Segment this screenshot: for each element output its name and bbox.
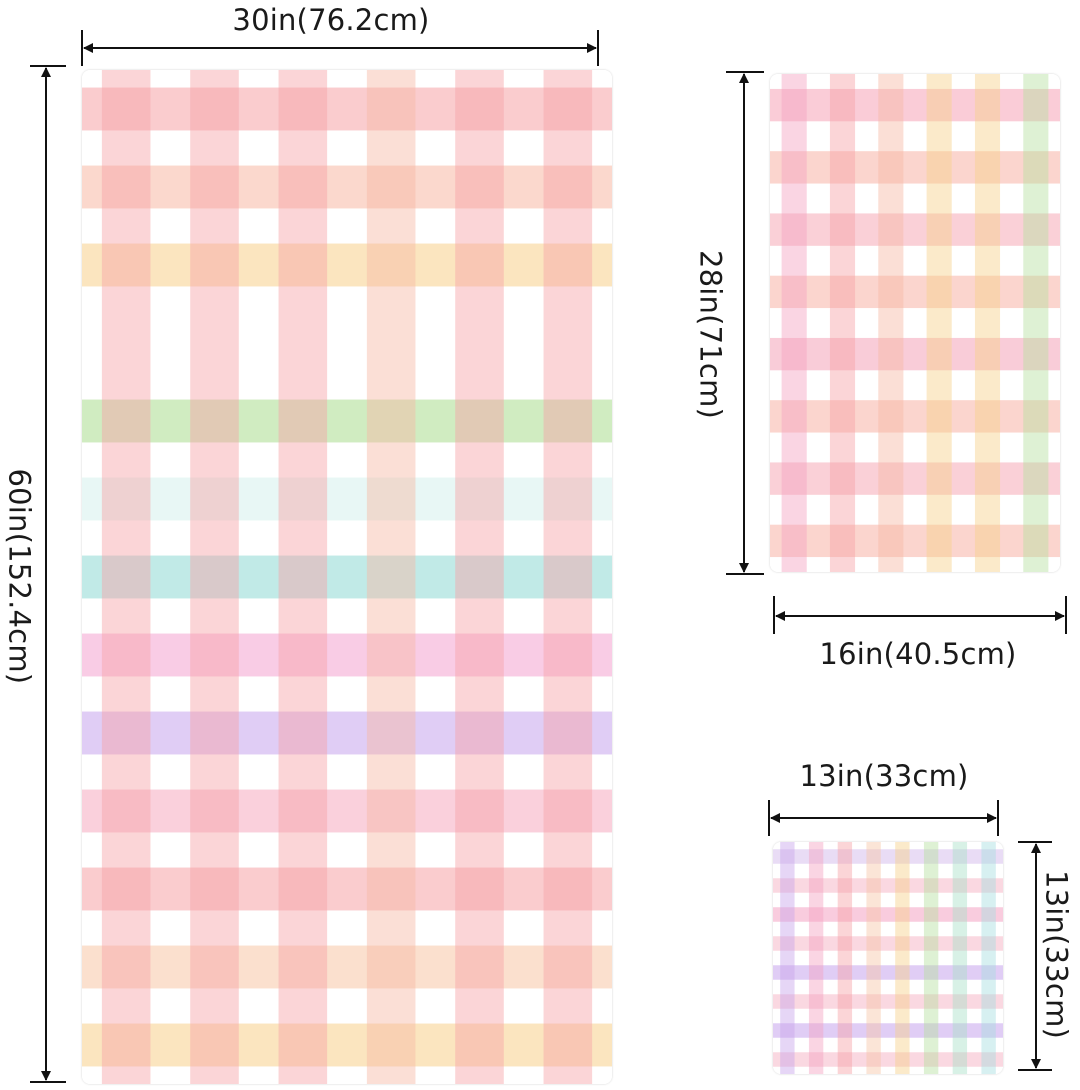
pattern-column-band (895, 842, 910, 1074)
washcloth (773, 842, 1003, 1074)
pattern-row-band (82, 945, 612, 989)
pattern-row-band (82, 711, 612, 755)
hand-towel (770, 74, 1060, 572)
pattern-column-band (926, 74, 952, 572)
pattern-column-band (923, 842, 939, 1074)
pattern-column-band (866, 842, 881, 1074)
pattern-column-band (878, 74, 904, 572)
bath-towel-gingham-pattern (82, 70, 612, 1084)
hand-width-label: 16in(40.5cm) (819, 637, 1017, 671)
pattern-column-band (1023, 74, 1049, 572)
pattern-column-band (780, 842, 795, 1074)
pattern-row-band (770, 400, 1060, 433)
pattern-row-band (82, 165, 612, 209)
hand-towel-gingham-pattern (770, 74, 1060, 572)
pattern-row-band (773, 1052, 1003, 1067)
pattern-row-band (82, 867, 612, 911)
pattern-row-band (770, 151, 1060, 184)
pattern-row-band (82, 789, 612, 833)
wash-width-label: 13in(33cm) (799, 759, 969, 793)
pattern-column-band (190, 70, 239, 1084)
pattern-column-band (808, 842, 824, 1074)
pattern-row-band (773, 1023, 1003, 1038)
pattern-row-band (82, 633, 612, 677)
pattern-row-band (770, 524, 1060, 558)
bath-width-label: 30in(76.2cm) (232, 3, 430, 37)
pattern-row-band (770, 275, 1060, 309)
pattern-row-band (770, 337, 1060, 371)
pattern-row-band (770, 88, 1060, 122)
pattern-row-band (773, 994, 1003, 1009)
pattern-column-band (543, 70, 593, 1084)
pattern-column-band (101, 70, 151, 1084)
hand-height-label: 28in(71cm) (693, 249, 728, 420)
bath-height-label: 60in(152.4cm) (2, 468, 37, 685)
pattern-row-band (773, 849, 1003, 864)
pattern-row-band (82, 87, 612, 131)
pattern-column-band (366, 70, 416, 1084)
pattern-row-band (82, 1023, 612, 1067)
pattern-row-band (773, 965, 1003, 980)
wash-height-label: 13in(33cm) (1039, 869, 1074, 1040)
bath-towel (82, 70, 612, 1084)
washcloth-gingham-pattern (773, 842, 1003, 1074)
pattern-column-band (781, 74, 807, 572)
pattern-row-band (82, 243, 612, 287)
pattern-row-band (82, 399, 612, 443)
pattern-row-band (82, 321, 612, 365)
pattern-row-band (770, 213, 1060, 246)
pattern-row-band (773, 936, 1003, 951)
pattern-column-band (981, 842, 996, 1074)
pattern-column-band (455, 70, 504, 1084)
pattern-column-band (829, 74, 856, 572)
pattern-column-band (952, 842, 968, 1074)
pattern-column-band (278, 70, 328, 1084)
pattern-row-band (770, 462, 1060, 495)
pattern-row-band (773, 878, 1003, 893)
pattern-column-band (837, 842, 853, 1074)
pattern-row-band (773, 907, 1003, 922)
pattern-row-band (82, 477, 612, 521)
pattern-row-band (82, 555, 612, 599)
pattern-column-band (974, 74, 1001, 572)
